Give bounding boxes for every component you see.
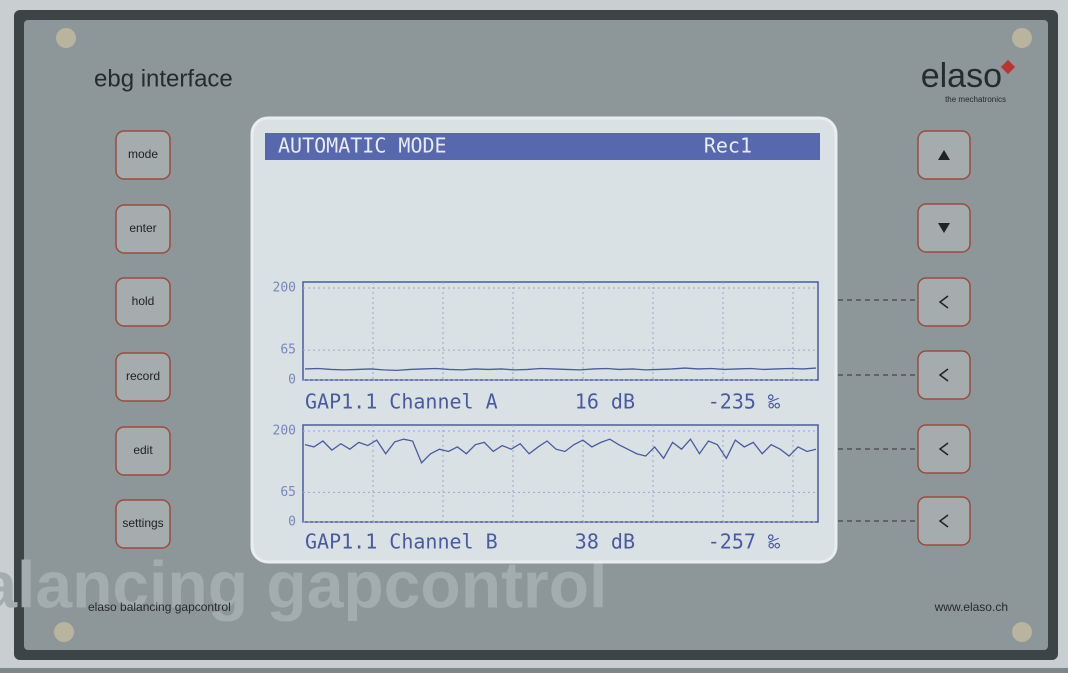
screw: [1012, 28, 1032, 48]
button[interactable]: [115, 352, 171, 402]
select-button[interactable]: [917, 277, 971, 327]
footer-left: elaso balancing gapcontrol: [88, 600, 231, 614]
button-label: settings: [122, 516, 163, 530]
channel-level: 38 dB: [575, 530, 635, 554]
select-button[interactable]: [917, 350, 971, 400]
screw: [1012, 622, 1032, 642]
right-buttons: [838, 130, 971, 546]
channel-deviation: -235 ‰: [708, 390, 781, 414]
recording-label: Rec1: [704, 134, 752, 158]
button-label: edit: [133, 443, 153, 457]
lcd-screen: [250, 116, 838, 564]
select-button[interactable]: [917, 424, 971, 474]
select-button[interactable]: [917, 496, 971, 546]
screw: [56, 28, 76, 48]
tagline: the mechatronics: [945, 95, 1006, 104]
y-tick-label: 65: [280, 485, 296, 500]
button-label: mode: [128, 147, 158, 161]
button-label: record: [126, 369, 160, 383]
button[interactable]: [115, 277, 171, 327]
footer-right: www.elaso.ch: [934, 600, 1008, 614]
channel-name: GAP1.1 Channel B: [305, 530, 498, 554]
lcd-header-bar: [265, 133, 820, 160]
button[interactable]: [115, 204, 171, 254]
up-button[interactable]: [917, 130, 971, 180]
leader-lines: [838, 299, 916, 522]
y-tick-label: 200: [273, 424, 296, 439]
y-tick-label: 65: [280, 343, 296, 358]
channel-deviation: -257 ‰: [708, 530, 781, 554]
brand-logo: [1000, 59, 1016, 75]
channel-level: 16 dB: [575, 390, 635, 414]
button-label: enter: [129, 221, 156, 235]
button[interactable]: [115, 499, 171, 549]
plot-frame: [302, 281, 819, 381]
y-tick-label: 0: [288, 515, 296, 530]
device-title: ebg interface: [94, 65, 233, 92]
trace: [304, 438, 817, 465]
channel-name: GAP1.1 Channel A: [305, 390, 498, 414]
mode-title: AUTOMATIC MODE: [278, 134, 447, 158]
brand: elaso: [921, 57, 1002, 95]
plot-frame: [302, 424, 819, 523]
button[interactable]: [115, 130, 171, 180]
y-tick-label: 200: [273, 281, 296, 296]
trace: [304, 367, 817, 371]
y-tick-label: 0: [288, 373, 296, 388]
button[interactable]: [115, 426, 171, 476]
down-button[interactable]: [917, 203, 971, 253]
button-label: hold: [132, 294, 155, 308]
screw: [54, 622, 74, 642]
